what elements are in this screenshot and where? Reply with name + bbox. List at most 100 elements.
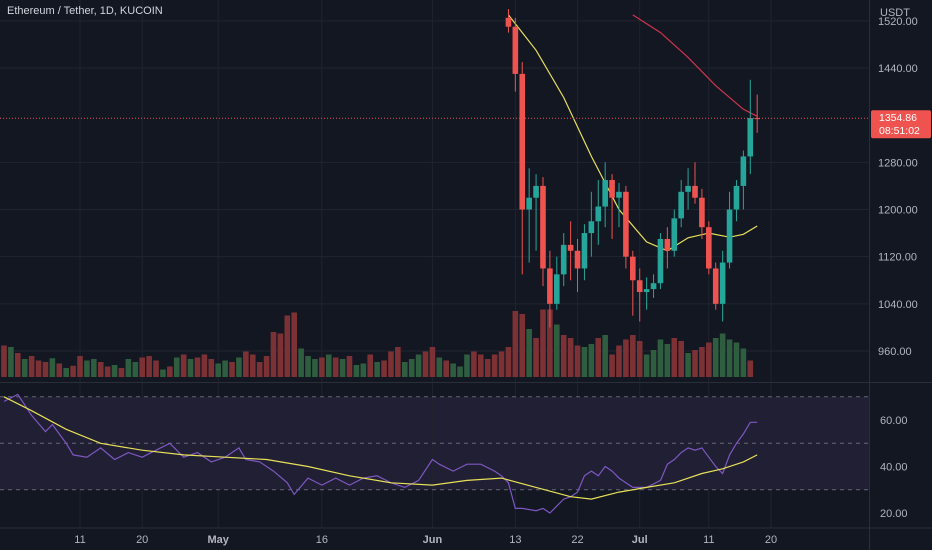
candle-body[interactable]	[533, 185, 539, 198]
volume-bar	[97, 362, 104, 377]
volume-bar	[291, 312, 298, 377]
candle-body[interactable]	[712, 268, 719, 304]
candle-body[interactable]	[726, 209, 733, 263]
price-axis-border	[869, 0, 870, 550]
volume-bar	[630, 335, 636, 377]
candle-body[interactable]	[595, 206, 602, 222]
candle-body[interactable]	[526, 197, 532, 210]
volume-bar	[733, 342, 740, 377]
volume-bar	[215, 363, 222, 377]
volume-bar	[540, 309, 546, 377]
volume-bar	[187, 359, 194, 377]
candle-body[interactable]	[581, 233, 588, 269]
volume-bar	[284, 315, 291, 377]
candle-body[interactable]	[699, 197, 705, 228]
current-price-label: 1354.86	[879, 112, 917, 124]
volume-bar	[484, 359, 491, 377]
candle-body[interactable]	[706, 227, 712, 269]
volume-bar	[339, 359, 346, 377]
volume-bar	[505, 347, 512, 377]
volume-bar	[360, 363, 367, 377]
volume-bar	[471, 351, 477, 377]
volume-bar	[374, 362, 380, 377]
time-tick-label: 13	[509, 534, 521, 546]
candle-body[interactable]	[657, 238, 664, 284]
volume-bar	[353, 365, 360, 377]
candle-body[interactable]	[733, 185, 740, 210]
moving-average-slow-line	[632, 14, 758, 117]
candle-body[interactable]	[512, 26, 519, 74]
candle-body[interactable]	[588, 221, 595, 234]
volume-bar	[719, 333, 726, 377]
candle-body[interactable]	[630, 256, 636, 281]
volume-bar	[464, 354, 470, 377]
volume-bar	[706, 342, 712, 377]
candle-body[interactable]	[636, 280, 643, 293]
volume-bar	[457, 366, 463, 377]
candle-body[interactable]	[574, 250, 581, 269]
candle-body[interactable]	[547, 268, 553, 304]
candle-body[interactable]	[664, 238, 671, 251]
volume-bar	[70, 365, 76, 377]
volume-bar	[401, 362, 408, 377]
volume-bar	[740, 348, 747, 377]
candle-body[interactable]	[671, 218, 678, 251]
symbol-title[interactable]: Ethereum / Tether, 1D, KUCOIN	[7, 5, 163, 17]
candle-body[interactable]	[719, 262, 726, 304]
volume-bar	[408, 359, 415, 377]
volume-bar	[602, 335, 608, 377]
candle-body[interactable]	[650, 283, 657, 290]
volume-bar	[422, 351, 429, 377]
volume-bar	[581, 347, 588, 377]
volume-bar	[249, 354, 256, 377]
volume-bar	[623, 339, 629, 377]
candle-body[interactable]	[554, 274, 560, 304]
volume-bar	[367, 354, 374, 377]
candle-body[interactable]	[754, 118, 760, 120]
volume-bar	[160, 369, 166, 377]
time-tick-label: May	[208, 534, 230, 546]
volume-bar	[173, 357, 180, 377]
volume-bar	[588, 344, 595, 377]
volume-bar	[319, 357, 325, 377]
pane-divider[interactable]	[0, 382, 932, 383]
volume-bar	[560, 335, 567, 377]
candle-body[interactable]	[643, 289, 650, 293]
time-tick-label: Jul	[632, 534, 648, 546]
candle-body[interactable]	[560, 244, 567, 275]
volume-bar	[305, 356, 311, 377]
volume-bar	[554, 324, 560, 377]
volume-bar	[443, 360, 450, 377]
candle-body[interactable]	[567, 244, 574, 251]
volume-bar	[49, 358, 56, 377]
candle-body[interactable]	[519, 73, 526, 210]
candle-body[interactable]	[505, 17, 512, 27]
rsi-tick-label: 40.00	[880, 462, 908, 474]
volume-bar	[15, 353, 21, 377]
candle-body[interactable]	[623, 191, 629, 257]
volume-bar	[547, 309, 553, 377]
candle-body[interactable]	[678, 191, 684, 219]
volume-bar	[277, 333, 284, 377]
volume-bar	[312, 359, 318, 377]
volume-bar	[111, 365, 118, 377]
time-tick-label: 20	[136, 534, 148, 546]
price-tick-label: 1120.00	[878, 252, 917, 264]
volume-bar	[415, 354, 422, 377]
candle-body[interactable]	[747, 118, 754, 157]
volume-bar	[699, 347, 705, 377]
candle-body[interactable]	[609, 180, 615, 198]
candle-body[interactable]	[616, 191, 622, 198]
candle-body[interactable]	[692, 185, 698, 198]
candle-body[interactable]	[602, 180, 608, 207]
candle-body[interactable]	[740, 156, 747, 186]
current-price-tag[interactable]	[871, 110, 931, 139]
time-tick-label: 16	[316, 534, 328, 546]
volume-bar	[132, 362, 139, 377]
candle-body[interactable]	[540, 185, 546, 269]
volume-bar	[28, 356, 35, 377]
candle-body[interactable]	[685, 185, 691, 192]
volume-bar	[1, 345, 7, 377]
